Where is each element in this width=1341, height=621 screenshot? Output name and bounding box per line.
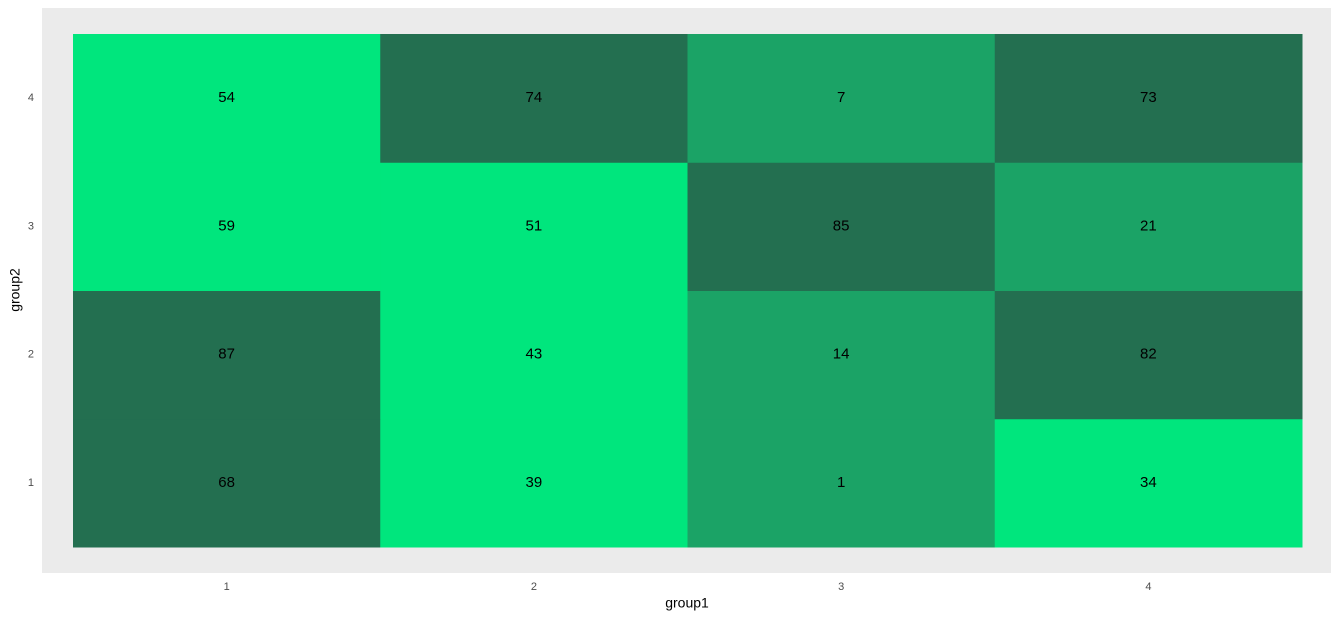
cell-label: 68: [218, 474, 235, 491]
y-tick-label: 3: [28, 220, 34, 232]
y-axis-title: group2: [7, 268, 23, 312]
cell-label: 74: [526, 89, 543, 106]
heat-cell: [994, 34, 1303, 163]
cell-label: 54: [218, 89, 235, 106]
cell-label: 39: [526, 474, 543, 491]
heat-cell: [380, 162, 688, 291]
heat-cell: [73, 162, 381, 291]
x-tick-label: 1: [224, 581, 230, 593]
cell-label: 59: [218, 217, 235, 234]
x-tick-label: 2: [531, 581, 537, 593]
heat-cell: [994, 290, 1303, 420]
heat-cell: [73, 290, 381, 420]
heat-cell: [380, 34, 688, 163]
y-tick-label: 4: [28, 92, 34, 104]
cell-label: 21: [1140, 217, 1157, 234]
cell-label: 73: [1140, 89, 1157, 106]
y-tick-label: 1: [28, 477, 34, 489]
cell-label: 14: [833, 346, 850, 363]
y-tick-label: 2: [28, 349, 34, 361]
cell-label: 87: [218, 346, 235, 363]
heat-cell: [687, 418, 996, 548]
heat-cell: [994, 418, 1303, 548]
heat-cell: [687, 34, 996, 163]
x-axis-title: group1: [665, 595, 709, 611]
cell-label: 34: [1140, 474, 1157, 491]
heat-cell: [994, 162, 1303, 291]
heat-cell: [380, 290, 688, 420]
heat-cell: [380, 418, 688, 548]
cell-label: 1: [837, 474, 845, 491]
heat-cell: [687, 290, 996, 420]
x-tick-label: 4: [1145, 581, 1151, 593]
cell-label: 7: [837, 89, 845, 106]
heat-cell: [73, 418, 381, 548]
cell-label: 85: [833, 217, 850, 234]
heat-cell: [687, 162, 996, 291]
cell-label: 51: [526, 217, 543, 234]
cell-label: 82: [1140, 346, 1157, 363]
cell-label: 43: [526, 346, 543, 363]
heat-cell: [73, 34, 381, 163]
x-tick-label: 3: [838, 581, 844, 593]
